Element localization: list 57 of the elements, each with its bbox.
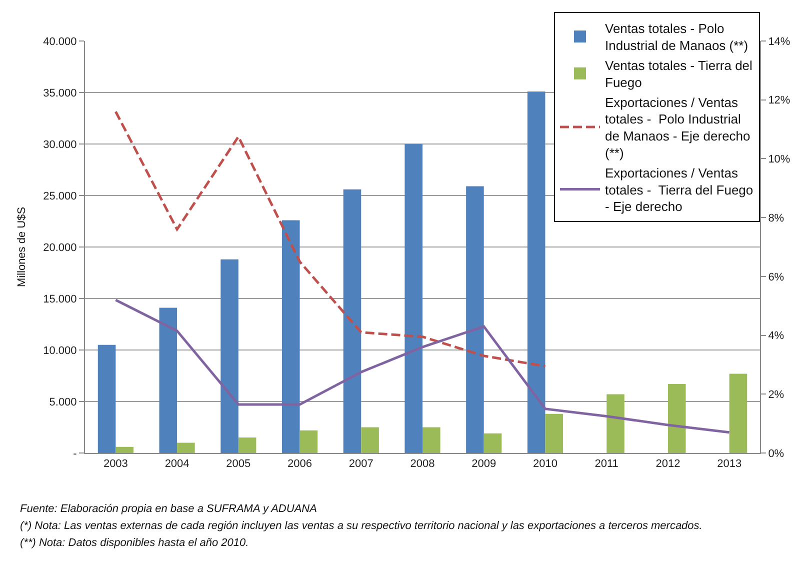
line-series (114, 298, 731, 434)
y2-tick-label: 12% (768, 94, 790, 107)
bar (466, 186, 484, 453)
y2-tick-label: 8% (768, 212, 784, 224)
x-tick-label: 2009 (472, 458, 496, 470)
bar (729, 374, 748, 453)
y2-tick-label: 10% (768, 154, 790, 166)
bar (422, 427, 440, 453)
legend-label: Ventas totales - Polo Industrial de Manaos (**) (605, 21, 748, 54)
x-tick-label: 2003 (103, 458, 128, 470)
bar (545, 414, 564, 453)
bar (116, 446, 134, 453)
bar (238, 438, 256, 453)
bar (484, 433, 502, 453)
y-tick-label: 40.000 (43, 36, 77, 48)
x-tick-label: 2004 (164, 458, 190, 470)
y-tick-label: 20.000 (43, 242, 77, 254)
x-tick-label: 2011 (594, 458, 618, 470)
bar (668, 384, 686, 453)
bar (177, 442, 195, 453)
x-tick-label: 2006 (288, 458, 312, 470)
y-tick-label: - (73, 448, 78, 460)
legend-label: Exportaciones / Ventas totales - Tierra del Fuego - Eje derecho (605, 165, 754, 214)
bar (527, 91, 546, 453)
y-tick-label: 25.000 (43, 190, 77, 202)
text: (**) Nota: Datos disponibles hasta el año 2010. (20, 537, 249, 549)
source-note: Fuente: Elaboración propia en base a SUFRAMA y ADUANA (20, 503, 317, 515)
y-tick-label: 5.000 (49, 396, 77, 408)
y-tick-label: 30.000 (43, 138, 77, 151)
bar (404, 144, 422, 453)
y2-tick-label: 0% (768, 448, 784, 460)
x-tick-label: 2013 (717, 458, 742, 470)
y2-tick-label: 6% (768, 271, 784, 284)
y2-tick-label: 2% (768, 388, 784, 401)
bar (98, 344, 116, 453)
line-series (114, 110, 546, 368)
bar (361, 427, 379, 453)
bar (606, 394, 624, 453)
bar (159, 308, 178, 453)
x-tick-label: 2012 (656, 458, 680, 470)
y-tick-label: 35.000 (43, 87, 77, 100)
y-axis-title: Millones de U$S (16, 206, 28, 288)
x-tick-label: 2007 (348, 458, 374, 470)
x-tick-label: 2008 (410, 458, 435, 470)
bar (220, 259, 238, 453)
bar (282, 220, 300, 453)
text: (*) Nota: Las ventas externas de cada región incluyen las ventas a su respectivo territorio nacional y las exportaciones a terceros mercados. (20, 520, 702, 532)
x-tick-label: 2010 (532, 458, 558, 470)
legend-label: Exportaciones / Ventas totales - Polo Industrial de Manaos - Eje derecho (**) (605, 94, 750, 160)
legend-label: Ventas totales - Tierra del Fuego (605, 58, 753, 90)
bar (343, 189, 362, 453)
y2-tick-label: 4% (768, 330, 784, 342)
x-tick-label: 2005 (226, 458, 251, 470)
bar (300, 430, 318, 453)
y-tick-label: 10.000 (43, 344, 77, 357)
y-tick-label: 15.000 (43, 293, 77, 306)
y2-tick-label: 14% (768, 36, 790, 48)
